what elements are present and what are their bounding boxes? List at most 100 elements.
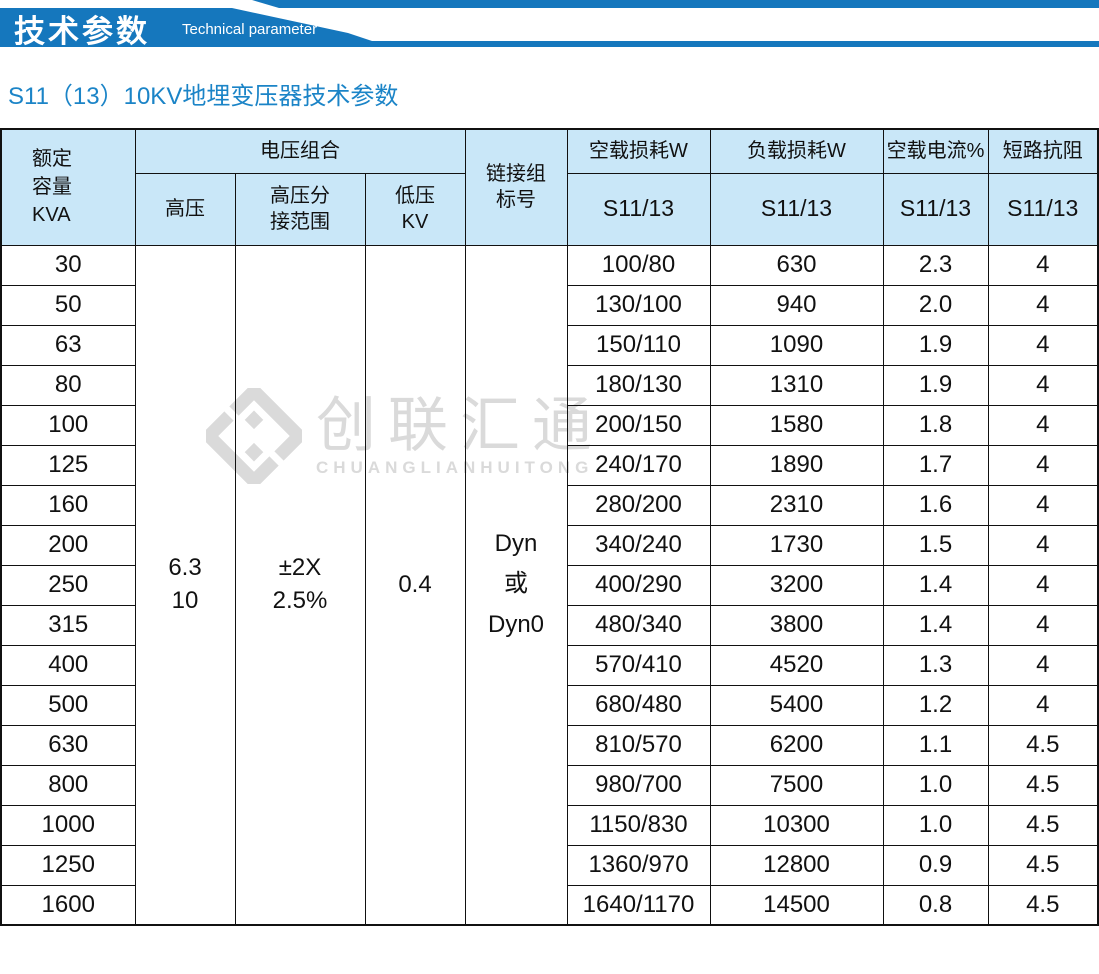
cell-rated-capacity: 63	[0, 324, 136, 366]
cell-no-load-current: 1.4	[882, 604, 989, 646]
header-hv-tap-range: 高压分 接范围	[234, 172, 366, 246]
cell-no-load-loss: 480/340	[566, 604, 711, 646]
cell-rated-capacity: 100	[0, 404, 136, 446]
header-no-load-current: 空载电流%	[882, 128, 989, 174]
cell-no-load-current: 1.6	[882, 484, 989, 526]
technical-parameter-table: 额定 容量 KVA 电压组合 链接组 标号 空载损耗W 负载损耗W 空载电流% …	[0, 128, 1099, 926]
cell-no-load-loss: 130/100	[566, 284, 711, 326]
cell-no-load-current: 1.9	[882, 324, 989, 366]
banner-title-en: Technical parameter	[182, 21, 318, 38]
cell-no-load-loss: 340/240	[566, 524, 711, 566]
cell-no-load-current: 1.1	[882, 724, 989, 766]
cell-load-loss: 1310	[709, 364, 884, 406]
table-header: 额定 容量 KVA 电压组合 链接组 标号 空载损耗W 负载损耗W 空载电流% …	[0, 128, 1099, 246]
table-row: 160 280/200 2310 1.6 4	[0, 484, 1099, 526]
table-row: 1250 1360/970 12800 0.9 4.5	[0, 844, 1099, 886]
table-row: 630 810/570 6200 1.1 4.5	[0, 724, 1099, 766]
cell-rated-capacity: 80	[0, 364, 136, 406]
cell-impedance: 4.5	[987, 804, 1099, 846]
table-row: 100 200/150 1580 1.8 4	[0, 404, 1099, 446]
cell-impedance: 4	[987, 284, 1099, 326]
table-row: 315 480/340 3800 1.4 4	[0, 604, 1099, 646]
cell-rated-capacity: 800	[0, 764, 136, 806]
cell-no-load-current: 0.9	[882, 844, 989, 886]
table-body: 30 6.3 10 ±2X 2.5% 0.4 Dyn 或 Dyn0 100/80…	[0, 244, 1099, 926]
cell-load-loss: 1580	[709, 404, 884, 446]
cell-no-load-loss: 100/80	[566, 244, 711, 286]
cell-no-load-current: 0.8	[882, 884, 989, 926]
cell-no-load-loss: 280/200	[566, 484, 711, 526]
cell-rated-capacity: 500	[0, 684, 136, 726]
cell-no-load-loss: 240/170	[566, 444, 711, 486]
cell-rated-capacity: 1000	[0, 804, 136, 846]
cell-rated-capacity: 1600	[0, 884, 136, 926]
cell-impedance: 4	[987, 484, 1099, 526]
cell-no-load-loss: 400/290	[566, 564, 711, 606]
cell-load-loss: 3800	[709, 604, 884, 646]
cell-impedance: 4	[987, 324, 1099, 366]
table-row: 800 980/700 7500 1.0 4.5	[0, 764, 1099, 806]
cell-no-load-current: 1.2	[882, 684, 989, 726]
header-vector-group: 链接组 标号	[464, 128, 568, 246]
header-model-no-load-current: S11/13	[882, 172, 989, 246]
cell-rated-capacity: 1250	[0, 844, 136, 886]
header-no-load-loss: 空载损耗W	[566, 128, 711, 174]
cell-no-load-loss: 570/410	[566, 644, 711, 686]
cell-impedance: 4	[987, 524, 1099, 566]
cell-load-loss: 4520	[709, 644, 884, 686]
cell-no-load-current: 1.9	[882, 364, 989, 406]
cell-rated-capacity: 315	[0, 604, 136, 646]
cell-impedance: 4	[987, 364, 1099, 406]
cell-impedance: 4.5	[987, 724, 1099, 766]
cell-no-load-current: 1.4	[882, 564, 989, 606]
table-row: 250 400/290 3200 1.4 4	[0, 564, 1099, 606]
cell-impedance: 4.5	[987, 884, 1099, 926]
cell-no-load-current: 2.0	[882, 284, 989, 326]
cell-no-load-current: 1.0	[882, 804, 989, 846]
cell-lv-value: 0.4	[364, 244, 466, 926]
header-model-impedance: S11/13	[987, 172, 1099, 246]
cell-rated-capacity: 160	[0, 484, 136, 526]
table-row: 30 6.3 10 ±2X 2.5% 0.4 Dyn 或 Dyn0 100/80…	[0, 244, 1099, 926]
cell-rated-capacity: 50	[0, 284, 136, 326]
cell-rated-capacity: 630	[0, 724, 136, 766]
table-row: 400 570/410 4520 1.3 4	[0, 644, 1099, 686]
table-container: 额定 容量 KVA 电压组合 链接组 标号 空载损耗W 负载损耗W 空载电流% …	[0, 128, 1099, 926]
cell-no-load-loss: 810/570	[566, 724, 711, 766]
cell-rated-capacity: 250	[0, 564, 136, 606]
cell-load-loss: 2310	[709, 484, 884, 526]
cell-no-load-loss: 180/130	[566, 364, 711, 406]
cell-impedance: 4	[987, 564, 1099, 606]
cell-load-loss: 1730	[709, 524, 884, 566]
cell-rated-capacity: 400	[0, 644, 136, 686]
cell-load-loss: 630	[709, 244, 884, 286]
cell-no-load-loss: 150/110	[566, 324, 711, 366]
header-voltage-combination: 电压组合	[134, 128, 466, 174]
cell-load-loss: 6200	[709, 724, 884, 766]
cell-impedance: 4	[987, 684, 1099, 726]
cell-no-load-current: 2.3	[882, 244, 989, 286]
cell-load-loss: 3200	[709, 564, 884, 606]
header-model-load-loss: S11/13	[709, 172, 884, 246]
cell-impedance: 4	[987, 444, 1099, 486]
cell-no-load-loss: 680/480	[566, 684, 711, 726]
cell-vector-group-value: Dyn 或 Dyn0	[464, 244, 568, 926]
cell-no-load-current: 1.7	[882, 444, 989, 486]
cell-no-load-loss: 200/150	[566, 404, 711, 446]
cell-load-loss: 14500	[709, 884, 884, 926]
table-row: 80 180/130 1310 1.9 4	[0, 364, 1099, 406]
cell-impedance: 4	[987, 604, 1099, 646]
cell-no-load-current: 1.8	[882, 404, 989, 446]
table-row: 63 150/110 1090 1.9 4	[0, 324, 1099, 366]
cell-rated-capacity: 200	[0, 524, 136, 566]
cell-rated-capacity: 125	[0, 444, 136, 486]
cell-no-load-current: 1.3	[882, 644, 989, 686]
cell-no-load-loss: 1640/1170	[566, 884, 711, 926]
header-model-no-load-loss: S11/13	[566, 172, 711, 246]
cell-load-loss: 12800	[709, 844, 884, 886]
cell-load-loss: 7500	[709, 764, 884, 806]
cell-hv-value: 6.3 10	[134, 244, 236, 926]
header-load-loss: 负载损耗W	[709, 128, 884, 174]
cell-no-load-current: 1.5	[882, 524, 989, 566]
